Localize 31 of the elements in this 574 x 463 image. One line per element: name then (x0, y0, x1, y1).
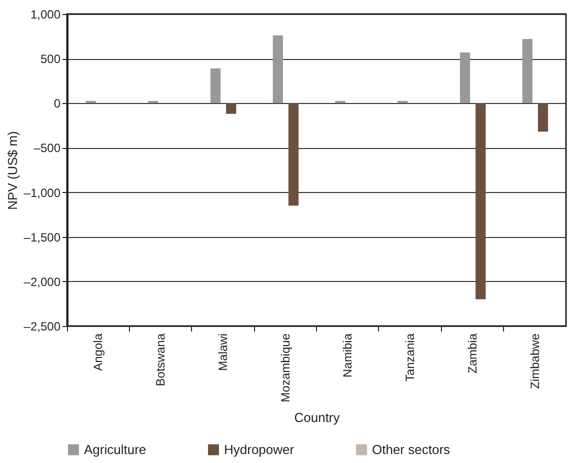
bar (476, 103, 486, 300)
y-tick-label: –500 (34, 141, 61, 156)
bar (522, 38, 532, 104)
bar (460, 52, 470, 104)
legend-label: Hydropower (224, 442, 295, 457)
y-tick-label: –2,000 (24, 274, 61, 289)
y-tick-label: 500 (40, 52, 61, 66)
x-tick-label: Botswana (154, 333, 168, 386)
x-tick-label: Malawi (216, 334, 230, 371)
x-tick-label: Namibia (340, 333, 355, 378)
y-tick-label: 0 (54, 96, 61, 111)
y-axis-title: NPV (US$ m) (4, 131, 20, 210)
x-tick-label: Zambia (465, 333, 480, 374)
legend-label: Agriculture (84, 442, 146, 457)
y-tick-label: –1,500 (24, 230, 61, 244)
legend-label: Other sectors (372, 442, 451, 457)
y-tick-label: –2,500 (24, 320, 61, 334)
x-tick-label: Mozambique (278, 333, 292, 402)
x-axis-title: Country (294, 410, 340, 426)
x-tick-label: Angola (91, 333, 106, 371)
x-tick-label: Tanzania (403, 333, 418, 382)
bar (86, 100, 96, 104)
bar (335, 100, 346, 104)
bar (226, 103, 236, 114)
y-tick-label: –1,000 (24, 186, 61, 200)
bar (538, 103, 548, 132)
y-tick-label: 1,000 (30, 8, 61, 22)
bar (272, 35, 283, 104)
bar (210, 68, 221, 104)
x-tick-label: Zimbabwe (528, 333, 542, 389)
bar (288, 103, 299, 206)
